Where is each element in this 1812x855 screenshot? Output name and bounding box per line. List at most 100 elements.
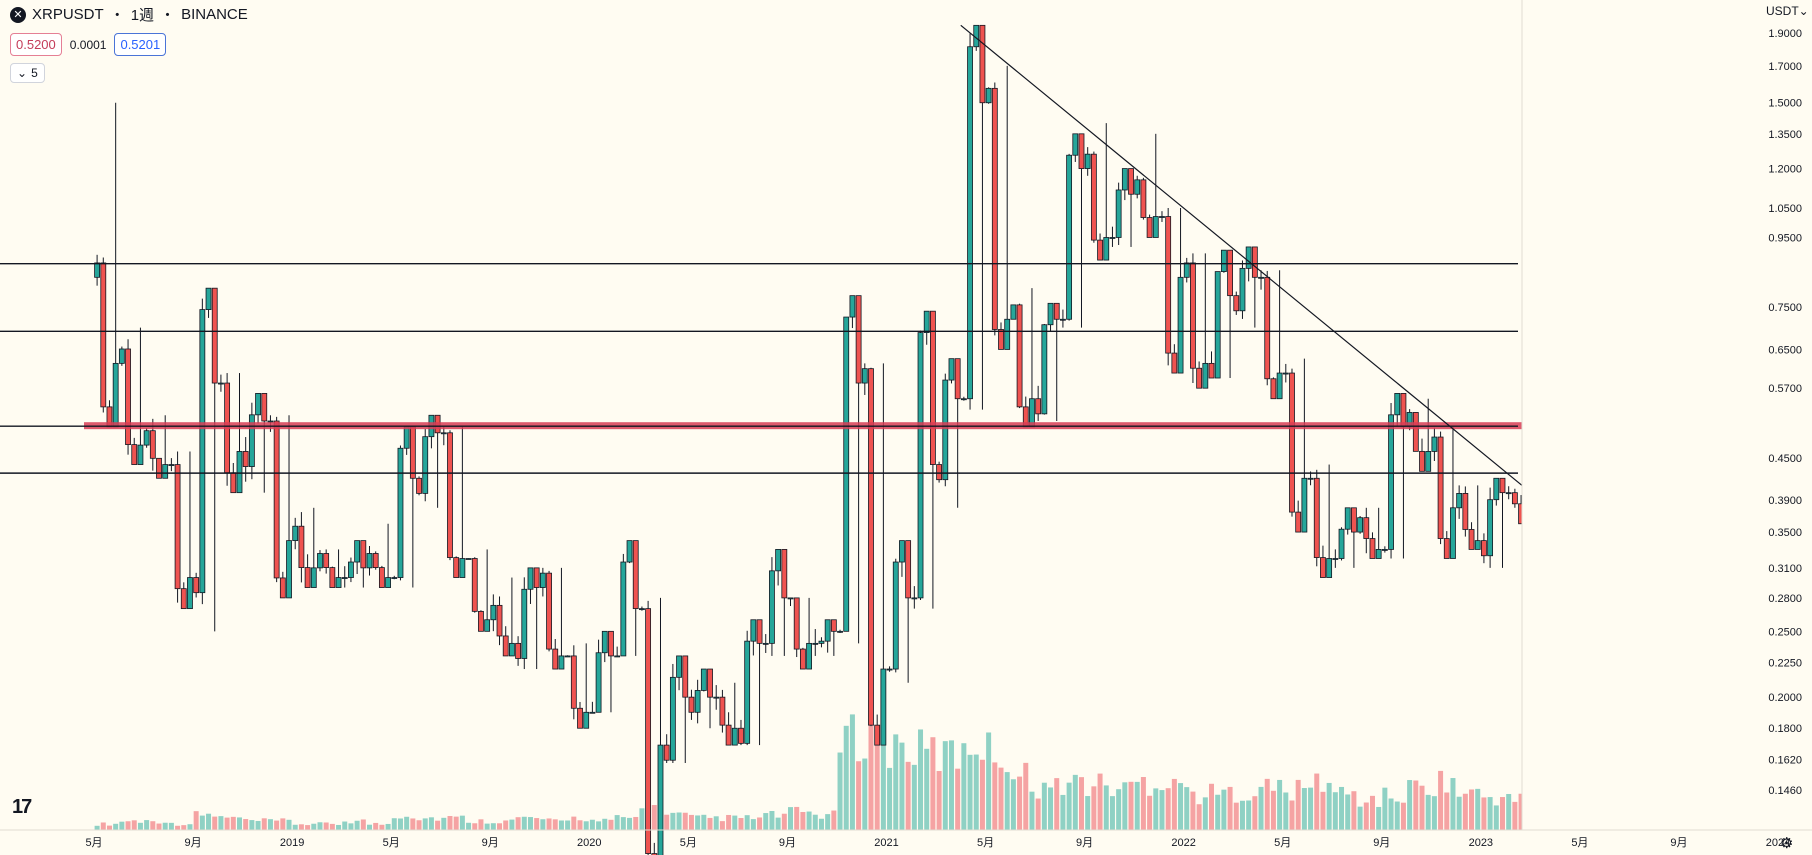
volume-bar	[732, 815, 738, 830]
volume-bar	[1438, 770, 1444, 830]
candle-body	[496, 604, 503, 637]
candle-body	[459, 558, 466, 578]
candle-body	[267, 420, 274, 423]
candle-body	[484, 619, 491, 632]
time-axis[interactable]: 5月 9月 2019 5月 9月 2020 5月 9月 2021 5月 9月 2022 5月 9月 2023…	[85, 837, 1790, 849]
candle-body	[112, 362, 119, 428]
candle-body	[255, 393, 261, 416]
volume-bar	[837, 752, 843, 830]
candle-body	[180, 588, 187, 610]
volume-bar	[633, 816, 639, 830]
volume-bar	[800, 811, 806, 830]
candle-body	[1431, 436, 1438, 452]
indicator-toggle[interactable]: ⌄ 5	[10, 63, 45, 83]
volume-bar	[1462, 793, 1468, 830]
volume-bar	[441, 817, 447, 830]
volume-bar	[788, 807, 794, 830]
x-tick-label: 9月	[779, 837, 796, 849]
candle-body	[94, 262, 100, 278]
candle-body	[1171, 352, 1178, 374]
candle-body	[137, 444, 144, 465]
indicator-count: 5	[31, 66, 38, 80]
volume-bar	[1326, 782, 1332, 830]
gear-icon[interactable]: ⚙	[1780, 835, 1794, 852]
candle-body	[1375, 549, 1382, 559]
x-tick-label: 9月	[1373, 837, 1390, 849]
candle-body	[1474, 540, 1481, 550]
volume-bar	[249, 820, 255, 830]
candles	[94, 24, 1630, 855]
volume-bar	[113, 823, 119, 830]
volume-bar	[589, 819, 595, 830]
candle-body	[911, 597, 918, 600]
candle-body	[663, 744, 670, 761]
candle-body	[372, 553, 379, 568]
candle-body	[998, 329, 1004, 350]
volume-bar	[1264, 778, 1270, 830]
candle-body	[985, 87, 992, 104]
spread-value: 0.0001	[69, 37, 107, 52]
candle-body	[527, 567, 534, 590]
volume-bar	[1295, 779, 1301, 830]
candle-body	[1270, 378, 1277, 400]
buy-button[interactable]: 0.5201	[114, 33, 167, 56]
candle-body	[199, 309, 206, 594]
currency-selector[interactable]: USDT⌄	[1766, 4, 1809, 18]
sell-button[interactable]: 0.5200	[10, 33, 62, 56]
candle-body	[1462, 493, 1469, 530]
candle-body	[756, 619, 763, 644]
horizontal-levels[interactable]: 0.86940.69130.50110.42740.5200	[0, 254, 1658, 482]
x-tick-label: 5月	[1274, 837, 1291, 849]
candle-body	[447, 432, 453, 558]
candle-body	[1004, 318, 1011, 350]
volume-bar	[1518, 793, 1524, 830]
candle-body	[942, 379, 949, 481]
volume-bar	[596, 821, 602, 830]
volume-bar	[1246, 800, 1252, 830]
candle-body	[100, 262, 107, 408]
volume-bar	[503, 820, 509, 830]
volume-bar	[1506, 793, 1512, 830]
volume-bar	[781, 813, 787, 830]
candle-body	[669, 676, 676, 761]
volume-bar	[527, 817, 533, 830]
volume-bar	[162, 822, 168, 830]
volume-bar	[422, 818, 428, 830]
candle-body	[1140, 179, 1147, 218]
candle-body	[874, 724, 881, 746]
volume-bar	[1314, 773, 1320, 830]
candle-body	[744, 640, 751, 744]
candle-body	[187, 577, 193, 610]
candle-body	[645, 608, 652, 854]
y-tick-label: 1.5000	[1768, 98, 1802, 110]
candle-body	[1276, 372, 1283, 400]
trendline	[960, 24, 1629, 574]
volume-bar	[1221, 789, 1227, 830]
candle-body	[1041, 324, 1048, 415]
x-tick-label: 9月	[1670, 837, 1687, 849]
y-tick-label: 0.2250	[1768, 657, 1802, 669]
candle-body	[378, 567, 385, 588]
candle-body	[1134, 179, 1141, 195]
candle-body	[1047, 302, 1054, 326]
volume-bar	[521, 816, 527, 830]
symbol-header[interactable]: ✕ XRPUSDT ・ 1週・ BINANCE	[10, 4, 248, 25]
candle-body	[843, 316, 850, 632]
candle-body	[954, 358, 961, 400]
candle-body	[564, 655, 571, 658]
candle-body	[304, 567, 311, 588]
candle-body	[1338, 528, 1345, 559]
candle-body	[1295, 511, 1302, 533]
y-tick-label: 0.2500	[1768, 626, 1802, 638]
volume-bar	[1444, 792, 1450, 830]
y-tick-label: 0.3100	[1768, 563, 1802, 575]
candle-body	[1060, 318, 1066, 321]
candle-body	[979, 24, 986, 104]
volume-bar	[311, 823, 317, 830]
candle-body	[1344, 507, 1351, 530]
candle-body	[502, 635, 509, 657]
volume-bar	[156, 823, 162, 830]
volume-bar	[478, 819, 484, 830]
